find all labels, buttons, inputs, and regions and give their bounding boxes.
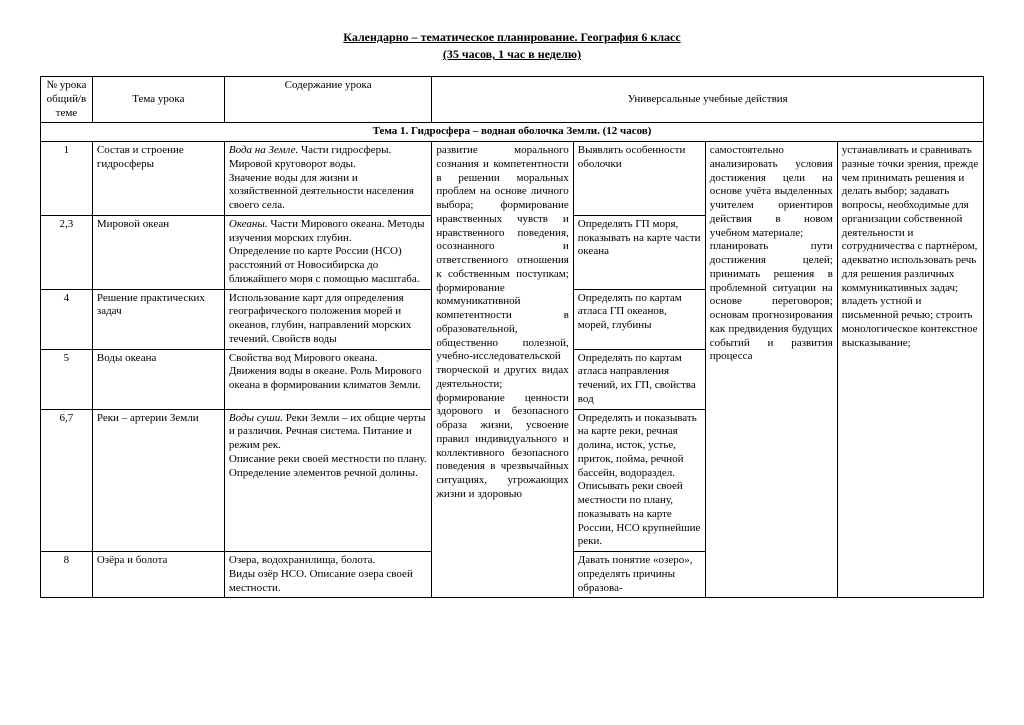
cell-content: Озера, водохранилища, болота.Виды озёр Н… [224, 552, 431, 598]
cell-col4: развитие морального сознания и компетент… [432, 142, 573, 598]
cell-col6: самостоятельно анализировать условия дос… [705, 142, 837, 598]
section-title: Тема 1. Гидросфера – водная оболочка Зем… [41, 123, 984, 142]
cell-c5: Определять по картам атласа ГП океанов, … [573, 289, 705, 349]
cell-topic: Мировой океан [92, 215, 224, 289]
cell-topic: Воды океана [92, 349, 224, 409]
hdr-num: № урока общий/в теме [41, 77, 93, 123]
planning-table: № урока общий/в теме Тема урока Содержан… [40, 76, 984, 598]
cell-c5: Определять и показывать на карте реки, р… [573, 409, 705, 552]
cell-num: 5 [41, 349, 93, 409]
cell-c5: Определять по картам атласа направления … [573, 349, 705, 409]
doc-title: Календарно – тематическое планирование. … [40, 30, 984, 45]
table-row: 1 Состав и строение гидросферы Вода на З… [41, 142, 984, 216]
section-row: Тема 1. Гидросфера – водная оболочка Зем… [41, 123, 984, 142]
cell-c5: Выявлять особенности оболочки [573, 142, 705, 216]
cell-num: 1 [41, 142, 93, 216]
cell-topic: Озёра и болота [92, 552, 224, 598]
cell-content: Свойства вод Мирового океана. Движения в… [224, 349, 431, 409]
cell-content: Воды суши. Реки Земли – их общие черты и… [224, 409, 431, 552]
cell-num: 6,7 [41, 409, 93, 552]
cell-content: Океаны. Части Мирового океана. Методы из… [224, 215, 431, 289]
doc-subtitle: (35 часов, 1 час в неделю) [40, 47, 984, 62]
hdr-uud: Универсальные учебные действия [432, 77, 984, 123]
hdr-topic: Тема урока [92, 77, 224, 123]
cell-topic: Решение практических задач [92, 289, 224, 349]
cell-topic: Состав и строение гидросферы [92, 142, 224, 216]
header-row: № урока общий/в теме Тема урока Содержан… [41, 77, 984, 123]
cell-content: Вода на Земле. Части гидросферы. Мировой… [224, 142, 431, 216]
hdr-content: Содержание урока [224, 77, 431, 123]
cell-col7: устанавливать и сравнивать разные точки … [837, 142, 983, 598]
cell-c5: Определять ГП моря, показывать на карте … [573, 215, 705, 289]
cell-topic: Реки – артерии Земли [92, 409, 224, 552]
cell-content: Использование карт для определения геогр… [224, 289, 431, 349]
cell-num: 8 [41, 552, 93, 598]
cell-num: 4 [41, 289, 93, 349]
cell-num: 2,3 [41, 215, 93, 289]
cell-c5: Давать понятие «озеро», определять причи… [573, 552, 705, 598]
